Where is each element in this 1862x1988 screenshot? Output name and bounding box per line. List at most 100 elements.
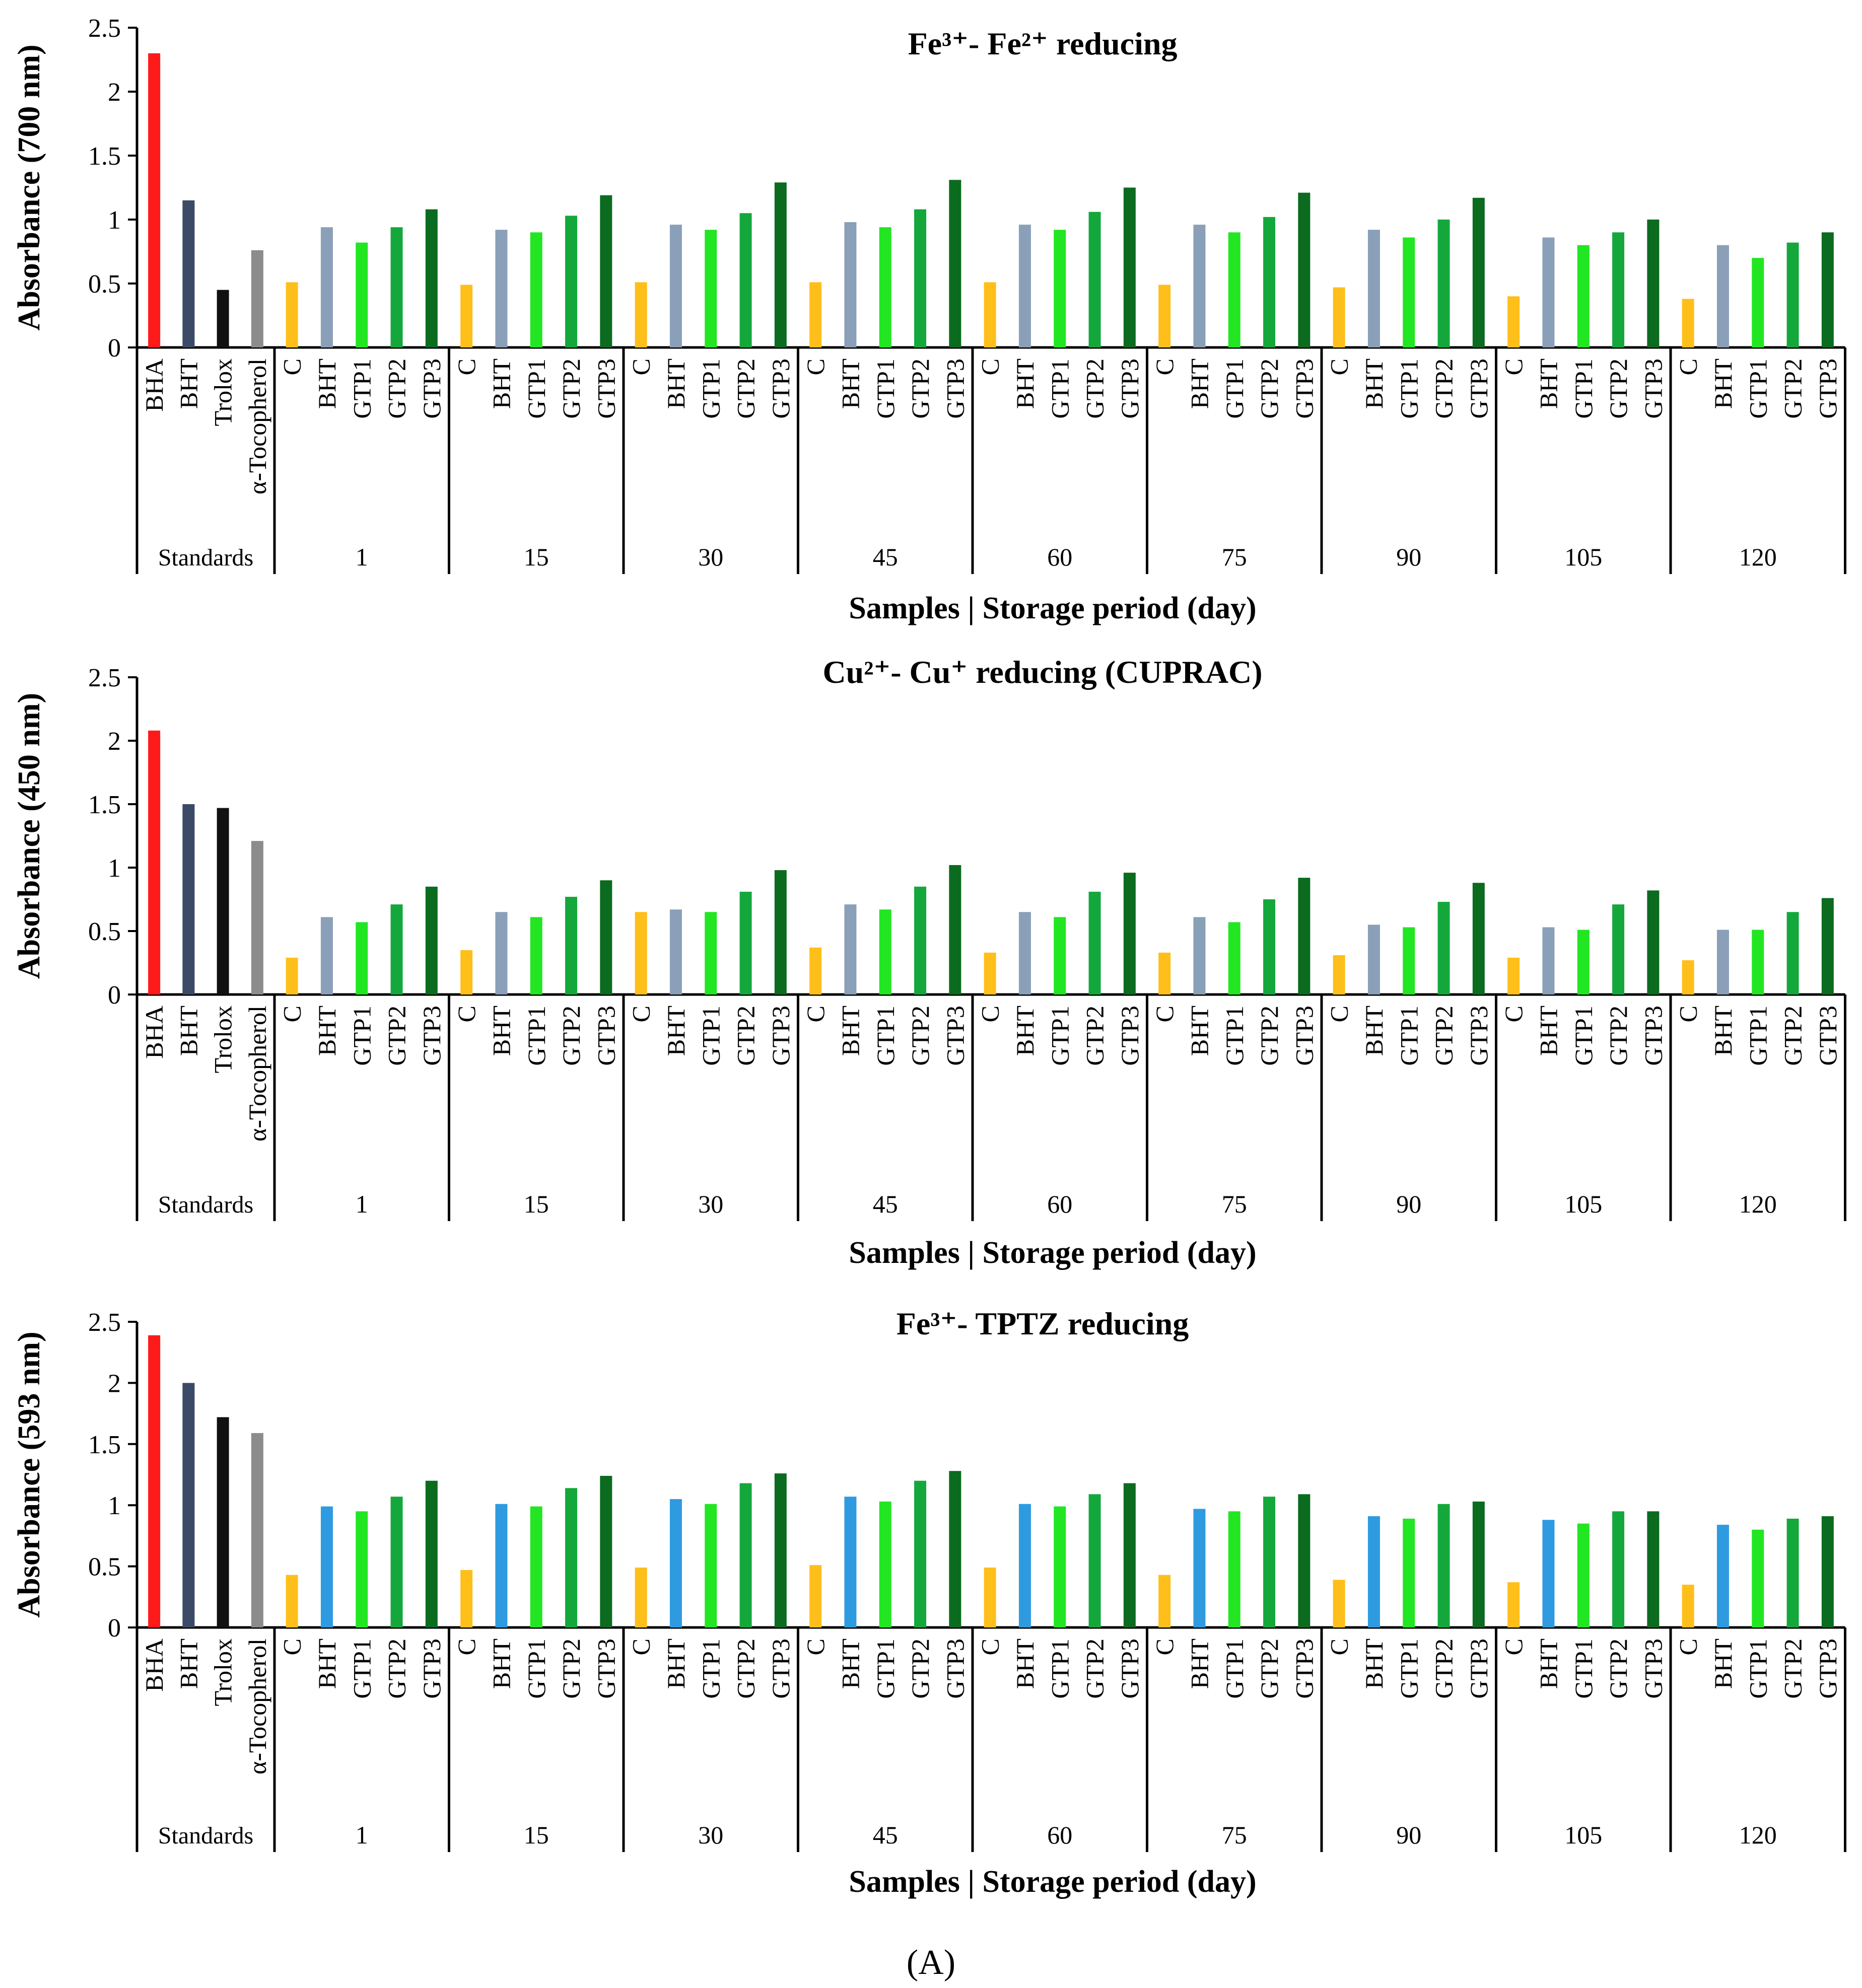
chart-3-bar-day-15: [565, 1488, 578, 1627]
chart-3-category-label: BHT: [836, 1639, 864, 1689]
chart-3-category-label: C: [1499, 1639, 1528, 1655]
chart-1-bar-day-60: [1054, 230, 1066, 347]
chart-2-bar-day-45: [844, 904, 857, 995]
chart-3-bar-day-105: [1577, 1523, 1590, 1627]
chart-1-bar-day-90: [1367, 230, 1380, 347]
chart-2-category-label: BHT: [1185, 1006, 1213, 1056]
chart-2-category-label: BHT: [313, 1006, 341, 1056]
chart-1-category-label: GTP3: [941, 359, 969, 418]
chart-3-bar-day-60: [1054, 1506, 1066, 1627]
chart-1-title: Fe³⁺- Fe²⁺ reducing: [908, 26, 1178, 61]
chart-1-group-label-day: 75: [1222, 543, 1247, 571]
chart-2-y-tick-label: 2.5: [88, 664, 121, 692]
chart-3-category-label: GTP2: [1081, 1639, 1109, 1698]
chart-1-bar-day-90: [1437, 220, 1450, 347]
chart-1-category-label: GTP2: [1430, 359, 1458, 418]
chart-3-category-label: GTP2: [1255, 1639, 1283, 1698]
chart-2-group-label-day: 15: [524, 1190, 549, 1218]
chart-3-group-label-day: 1: [356, 1821, 368, 1849]
chart-3-y-tick-label: 1: [108, 1492, 121, 1520]
chart-2-bar-day-90: [1367, 925, 1380, 995]
chart-3-bar-day-75: [1298, 1494, 1311, 1627]
chart-2-bar-day-60: [1018, 912, 1031, 995]
chart-1-category-label: GTP1: [697, 359, 725, 418]
chart-1-category-label: C: [1499, 359, 1528, 375]
chart-3-bar-standard: [217, 1417, 229, 1627]
chart-3-bar-day-90: [1367, 1516, 1380, 1627]
chart-3-category-label: α-Tocopherol: [243, 1639, 271, 1774]
chart-3-group-label-day: 120: [1739, 1821, 1777, 1849]
chart-2-category-label: BHT: [1011, 1006, 1039, 1056]
chart-3-bar-day-105: [1647, 1511, 1660, 1627]
chart-1-category-label: GTP2: [1081, 359, 1109, 418]
chart-3-category-label: GTP1: [697, 1639, 725, 1698]
chart-3-y-tick-label: 0: [108, 1614, 121, 1643]
chart-2-category-label: GTP2: [732, 1006, 760, 1066]
chart-1-bar-day-30: [774, 182, 787, 347]
chart-2-bar-day-60: [1123, 873, 1136, 995]
chart-3-category-label: C: [452, 1639, 480, 1655]
chart-1-bar-day-75: [1263, 217, 1276, 347]
chart-3-bar-day-45: [949, 1471, 961, 1627]
chart-1-bar-day-15: [495, 230, 508, 347]
chart-1-y-tick-label: 0: [108, 334, 121, 363]
chart-1-category-label: C: [1150, 359, 1179, 375]
chart-1-bar-day-105: [1647, 220, 1660, 347]
chart-1-bar-day-1: [286, 282, 298, 347]
chart-1-bar-day-105: [1542, 237, 1555, 347]
chart-2-category-label: BHT: [662, 1006, 690, 1056]
chart-3-bar-day-45: [879, 1501, 891, 1627]
chart-2-bar-day-30: [739, 891, 752, 995]
chart-1-bar-day-30: [669, 225, 682, 347]
chart-2-bar-day-15: [460, 950, 473, 995]
chart-1-category-label: GTP3: [592, 359, 620, 418]
chart-1-category-label: C: [627, 359, 655, 375]
chart-2-category-label: GTP2: [1604, 1006, 1632, 1066]
chart-2-category-label: BHT: [174, 1006, 202, 1056]
chart-3-bar-day-60: [1018, 1504, 1031, 1627]
chart-1-category-label: BHT: [1011, 359, 1039, 409]
chart-1-group-label-day: 30: [698, 543, 723, 571]
chart-1-category-label: GTP3: [1814, 359, 1842, 418]
chart-1-category-label: BHT: [174, 359, 202, 409]
chart-3-group-label-day: 30: [698, 1821, 723, 1849]
chart-1-category-label: BHT: [1534, 359, 1562, 409]
chart-3-y-tick-label: 2: [108, 1369, 121, 1398]
chart-2-category-label: GTP3: [1116, 1006, 1144, 1066]
chart-3-bar-standard: [148, 1335, 161, 1627]
chart-3-bar-day-105: [1507, 1582, 1520, 1627]
chart-1-bar-day-60: [984, 282, 996, 347]
chart-2-bar-day-30: [669, 909, 682, 995]
chart-1-bar-day-45: [879, 227, 891, 347]
chart-3-category-label: BHT: [1360, 1639, 1388, 1689]
chart-2-category-label: C: [801, 1006, 830, 1022]
chart-3-category-label: GTP2: [1430, 1639, 1458, 1698]
chart-3-category-label: GTP3: [1814, 1639, 1842, 1698]
chart-3-category-label: C: [976, 1639, 1004, 1655]
chart-2-category-label: C: [1499, 1006, 1528, 1022]
chart-2-category-label: GTP1: [348, 1006, 376, 1066]
chart-2-y-tick-label: 1.5: [88, 791, 121, 819]
chart-1-category-label: GTP2: [732, 359, 760, 418]
chart-2-category-label: GTP3: [1814, 1006, 1842, 1066]
chart-1-category-label: GTP1: [1220, 359, 1249, 418]
chart-3-bar-day-75: [1228, 1511, 1240, 1627]
chart-2-bar-day-60: [984, 952, 996, 995]
chart-2-group-label-day: 1: [356, 1190, 368, 1218]
chart-3-y-axis-label: Absorbance (593 nm): [12, 1331, 46, 1617]
chart-1-bar-day-15: [460, 285, 473, 347]
chart-1-category-label: C: [278, 359, 306, 375]
chart-2-category-label: GTP1: [1220, 1006, 1249, 1066]
chart-1-bar-day-45: [844, 222, 857, 347]
chart-1-bar-day-120: [1716, 245, 1729, 347]
chart-3-category-label: GTP1: [1569, 1639, 1598, 1698]
chart-2-category-label: GTP1: [1744, 1006, 1772, 1066]
chart-2-bar-day-30: [705, 912, 717, 995]
chart-2-bar-day-105: [1577, 930, 1590, 995]
chart-1-category-label: Trolox: [209, 359, 237, 426]
chart-3-category-label: Trolox: [209, 1639, 237, 1706]
chart-1-bar-day-30: [705, 230, 717, 347]
chart-2-bar-standard: [217, 808, 229, 995]
chart-3-bar-day-75: [1193, 1509, 1206, 1627]
chart-2-bar-day-15: [600, 880, 612, 995]
